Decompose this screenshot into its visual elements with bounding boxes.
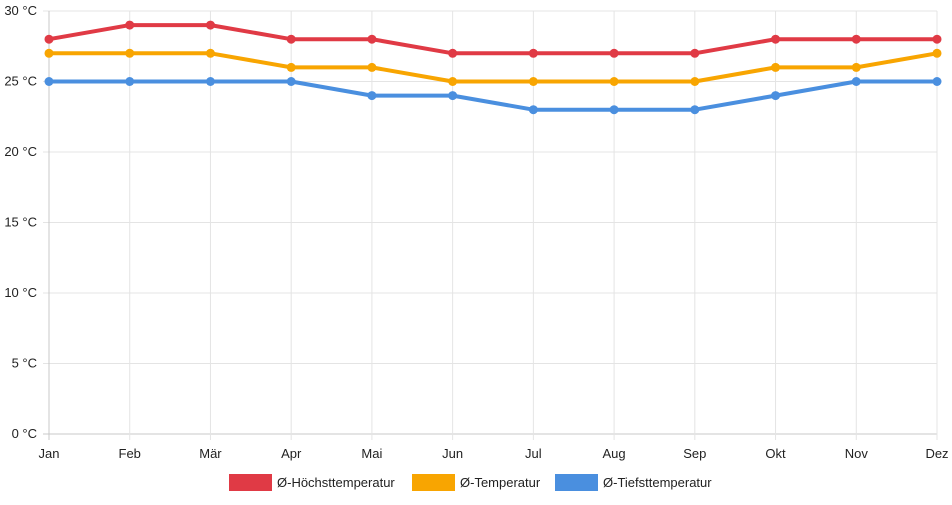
data-point[interactable] (448, 91, 458, 101)
data-point[interactable] (932, 77, 942, 86)
x-tick-label: Okt (765, 446, 786, 461)
data-point[interactable] (286, 34, 296, 44)
legend-item[interactable]: Ø-Tiefsttemperatur (555, 474, 712, 491)
series-line (47, 51, 939, 84)
y-tick-label: 10 °C (4, 285, 37, 300)
data-point[interactable] (690, 77, 700, 86)
data-point[interactable] (609, 48, 619, 58)
legend-label: Ø-Tiefsttemperatur (603, 475, 712, 490)
x-tick-label: Mai (361, 446, 382, 461)
x-tick-label: Aug (603, 446, 626, 461)
series-0 (44, 20, 942, 58)
data-point[interactable] (851, 62, 861, 72)
data-point[interactable] (286, 62, 296, 72)
x-tick-label: Feb (119, 446, 141, 461)
data-point[interactable] (851, 34, 861, 44)
x-tick-label: Nov (845, 446, 869, 461)
legend: Ø-Höchsttemperatur Ø-Temperatur Ø-Tiefstte… (229, 474, 712, 491)
legend-label: Ø-Höchsttemperatur (277, 475, 395, 490)
legend-swatch (555, 474, 598, 491)
x-tick-label: Jan (39, 446, 60, 461)
x-tick-label: Apr (281, 446, 302, 461)
data-point[interactable] (690, 48, 700, 58)
data-point[interactable] (44, 48, 54, 58)
data-point[interactable] (932, 34, 942, 44)
x-tick-label: Sep (683, 446, 706, 461)
data-point[interactable] (286, 77, 296, 86)
data-point[interactable] (528, 105, 538, 115)
y-tick-label: 25 °C (4, 74, 37, 89)
data-point[interactable] (125, 48, 135, 58)
series-1 (44, 48, 942, 86)
data-point[interactable] (44, 34, 54, 44)
x-axis-ticks: Jan Feb Mär Apr Mai Jun Jul Aug Sep Okt Nov Dez (39, 446, 949, 461)
data-point[interactable] (528, 48, 538, 58)
series-lines (44, 20, 942, 115)
data-point[interactable] (125, 77, 135, 86)
data-point[interactable] (771, 62, 781, 72)
y-tick-label: 0 °C (12, 426, 37, 441)
data-point[interactable] (851, 77, 861, 86)
data-point[interactable] (44, 77, 54, 86)
legend-item[interactable]: Ø-Temperatur (412, 474, 541, 491)
legend-label: Ø-Temperatur (460, 475, 541, 490)
data-point[interactable] (367, 62, 377, 72)
series-line (47, 23, 939, 56)
y-tick-label: 30 °C (4, 3, 37, 18)
x-tick-label: Jun (442, 446, 463, 461)
data-point[interactable] (205, 77, 215, 86)
data-point[interactable] (125, 20, 135, 30)
x-tick-label: Mär (199, 446, 222, 461)
data-point[interactable] (205, 48, 215, 58)
y-tick-label: 5 °C (12, 356, 37, 371)
data-point[interactable] (771, 91, 781, 101)
data-point[interactable] (367, 34, 377, 44)
data-point[interactable] (609, 105, 619, 115)
grid (43, 10, 938, 440)
legend-item[interactable]: Ø-Höchsttemperatur (229, 474, 395, 491)
data-point[interactable] (609, 77, 619, 86)
data-point[interactable] (690, 105, 700, 115)
x-tick-label: Jul (525, 446, 542, 461)
x-tick-label: Dez (925, 446, 948, 461)
y-tick-label: 20 °C (4, 144, 37, 159)
data-point[interactable] (528, 77, 538, 86)
data-point[interactable] (367, 91, 377, 101)
legend-swatch (412, 474, 455, 491)
y-tick-label: 15 °C (4, 215, 37, 230)
data-point[interactable] (205, 20, 215, 30)
data-point[interactable] (448, 77, 458, 86)
data-point[interactable] (771, 34, 781, 44)
series-line (47, 79, 939, 112)
data-point[interactable] (448, 48, 458, 58)
legend-swatch (229, 474, 272, 491)
data-point[interactable] (932, 48, 942, 58)
y-axis-ticks: 0 °C 5 °C 10 °C 15 °C 20 °C 25 °C 30 °C (4, 3, 37, 441)
series-2 (44, 77, 942, 115)
